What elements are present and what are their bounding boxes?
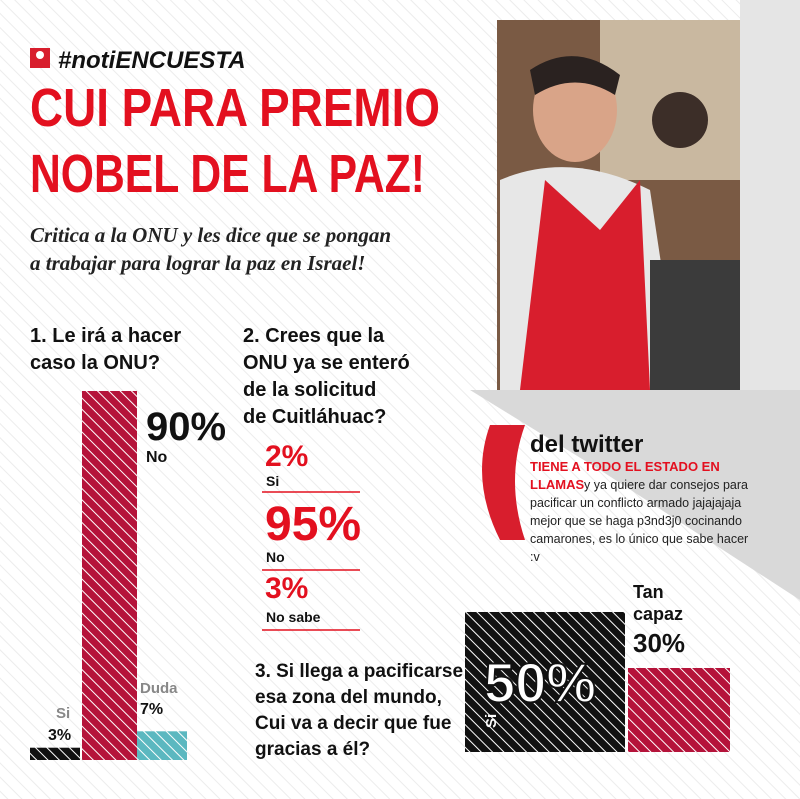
category-label: Si [56,705,70,722]
bg-shape [470,390,800,600]
title: CUI PARA PREMIO [30,78,440,138]
value-label: 7% [140,701,163,718]
question-text: Cui va a decir que fue [255,713,451,734]
category-label: No [146,449,168,466]
question-text: de la solicitud [243,379,376,401]
twitter-handle: LLAMAS [530,477,584,492]
twitter-text: :v [530,550,540,564]
category-label: Si [483,714,500,728]
question-text: 3. Si llega a pacificarse [255,661,463,682]
bar [465,612,625,752]
twitter-handle: TIENE A TODO EL ESTADO EN [530,459,720,474]
hashtag: #notiENCUESTA [58,47,246,74]
bg-shape [740,0,800,390]
value-label: 90% [146,405,226,449]
question-text: ONU ya se enteró [243,352,410,374]
twitter-text: y ya quiere dar consejos para [584,478,748,492]
question-text: 2. Crees que la [243,325,385,347]
value-label: 3% [265,572,308,605]
quote-mark [482,425,525,540]
twitter-title: del twitter [530,431,643,458]
bar [628,668,730,752]
subtitle: Critica a la ONU y les dice que se ponga… [30,223,391,247]
question-text: de Cuitláhuac? [243,406,386,428]
subtitle: a trabajar para lograr la paz en Israel! [30,251,365,275]
bar [30,747,80,760]
photo [497,20,740,390]
value-label: 95% [265,498,361,551]
question-text: gracias a él? [255,739,370,760]
category-label: Duda [140,680,178,697]
twitter-text: camarones, es lo único que sabe hacer [530,532,748,546]
category-label: No [266,549,285,565]
user-icon-head [36,51,44,59]
question-text: esa zona del mundo, [255,687,442,708]
category-label: Si [266,473,279,489]
category-label: Tan capaz [633,582,683,624]
twitter-text: pacificar un conflicto armado jajajajaja [530,496,741,510]
value-label: 30% [633,628,685,658]
value-label: 2% [265,440,308,473]
question-text: 1. Le irá a hacer [30,325,181,347]
value-label: 3% [48,727,71,744]
category-label: No sabe [266,609,321,625]
bar [82,391,137,760]
value-label: 50% [484,651,596,714]
twitter-text: mejor que se haga p3nd3j0 cocinando [530,514,742,528]
bar [137,731,187,760]
question-text: caso la ONU? [30,352,160,374]
title: NOBEL DE LA PAZ! [30,144,425,204]
